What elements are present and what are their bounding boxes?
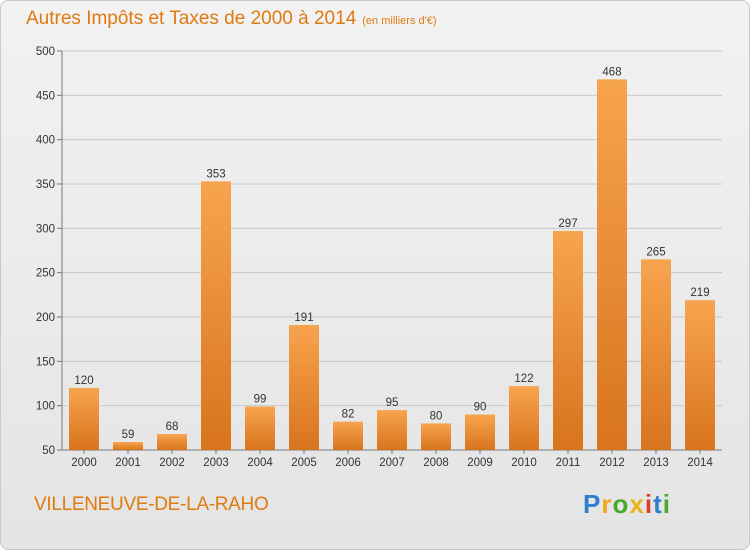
bar-2003 (201, 181, 231, 450)
xtick-label-2012: 2012 (599, 457, 625, 469)
bar-2014 (685, 300, 715, 450)
bar-2005 (289, 324, 319, 450)
xtick-label-2003: 2003 (203, 457, 229, 469)
value-label-2003: 353 (206, 168, 225, 180)
proxiti-logo[interactable]: Proxiti (583, 489, 671, 520)
bar-2006 (333, 421, 363, 450)
bar-2002 (157, 434, 187, 450)
xtick-label-2006: 2006 (335, 457, 361, 469)
bars (69, 79, 715, 450)
value-label-2002: 68 (166, 421, 179, 433)
value-label-2012: 468 (602, 66, 621, 78)
ytick-label-200: 200 (36, 312, 55, 324)
bar-2004 (245, 406, 275, 450)
xtick-label-2005: 2005 (291, 457, 317, 469)
commune-name: VILLENEUVE-DE-LA-RAHO (34, 494, 269, 515)
bar-2011 (553, 230, 583, 450)
bar-2001 (113, 442, 143, 450)
logo-letter: t (653, 489, 663, 519)
ytick-label-50: 50 (42, 445, 55, 457)
bar-2012 (597, 79, 627, 450)
logo-letter: P (583, 489, 602, 519)
xtick-label-2009: 2009 (467, 457, 493, 469)
ytick-label-450: 450 (36, 90, 55, 102)
ytick-label-500: 500 (36, 46, 55, 58)
xtick-label-2002: 2002 (159, 457, 185, 469)
bar-2013 (641, 259, 671, 450)
xtick-label-2010: 2010 (511, 457, 537, 469)
xtick-label-2013: 2013 (643, 457, 669, 469)
ytick-label-300: 300 (36, 223, 55, 235)
value-label-2000: 120 (74, 375, 93, 387)
ytick-label-400: 400 (36, 135, 55, 147)
tick-labels: 50 100 150 200 250 300 350 400 450 500 2000 2001 200… (36, 46, 714, 469)
value-label-2001: 59 (122, 429, 135, 441)
xtick-label-2011: 2011 (556, 457, 581, 469)
logo-letter: o (612, 489, 630, 519)
value-label-2004: 99 (254, 394, 267, 406)
value-label-2009: 90 (474, 402, 487, 414)
xtick-label-2008: 2008 (423, 457, 449, 469)
bar-2010 (509, 386, 539, 450)
ytick-label-350: 350 (36, 179, 55, 191)
xtick-label-2000: 2000 (71, 457, 97, 469)
value-label-2013: 265 (646, 246, 665, 258)
ytick-label-250: 250 (36, 268, 55, 280)
logo-letter: r (601, 489, 613, 519)
data-labels: 120 59 68 353 99 191 82 95 80 90 122 297 468 265 219 (74, 66, 709, 441)
logo-letter: i (662, 489, 671, 519)
value-label-2006: 82 (342, 409, 355, 421)
xtick-label-2004: 2004 (247, 457, 273, 469)
xtick-label-2014: 2014 (687, 457, 713, 469)
ytick-label-150: 150 (36, 356, 55, 368)
value-label-2007: 95 (386, 397, 399, 409)
chart-unit: (en milliers d'€) (362, 15, 437, 27)
bar-2008 (421, 423, 451, 450)
chart-title-text: Autres Impôts et Taxes de 2000 à 2014 (26, 8, 357, 29)
bar-2007 (377, 410, 407, 450)
value-label-2014: 219 (690, 287, 709, 299)
value-label-2005: 191 (294, 312, 313, 324)
ytick-label-100: 100 (36, 401, 55, 413)
xtick-label-2001: 2001 (115, 457, 141, 469)
logo-letter: x (629, 489, 645, 519)
xtick-label-2007: 2007 (379, 457, 405, 469)
bar-2000 (69, 387, 99, 450)
logo-letter: i (644, 489, 654, 519)
value-label-2011: 297 (558, 218, 577, 230)
chart-title: Autres Impôts et Taxes de 2000 à 2014 (en… (26, 8, 437, 30)
value-label-2008: 80 (430, 410, 443, 422)
bar-2009 (465, 414, 495, 450)
value-label-2010: 122 (514, 373, 533, 385)
